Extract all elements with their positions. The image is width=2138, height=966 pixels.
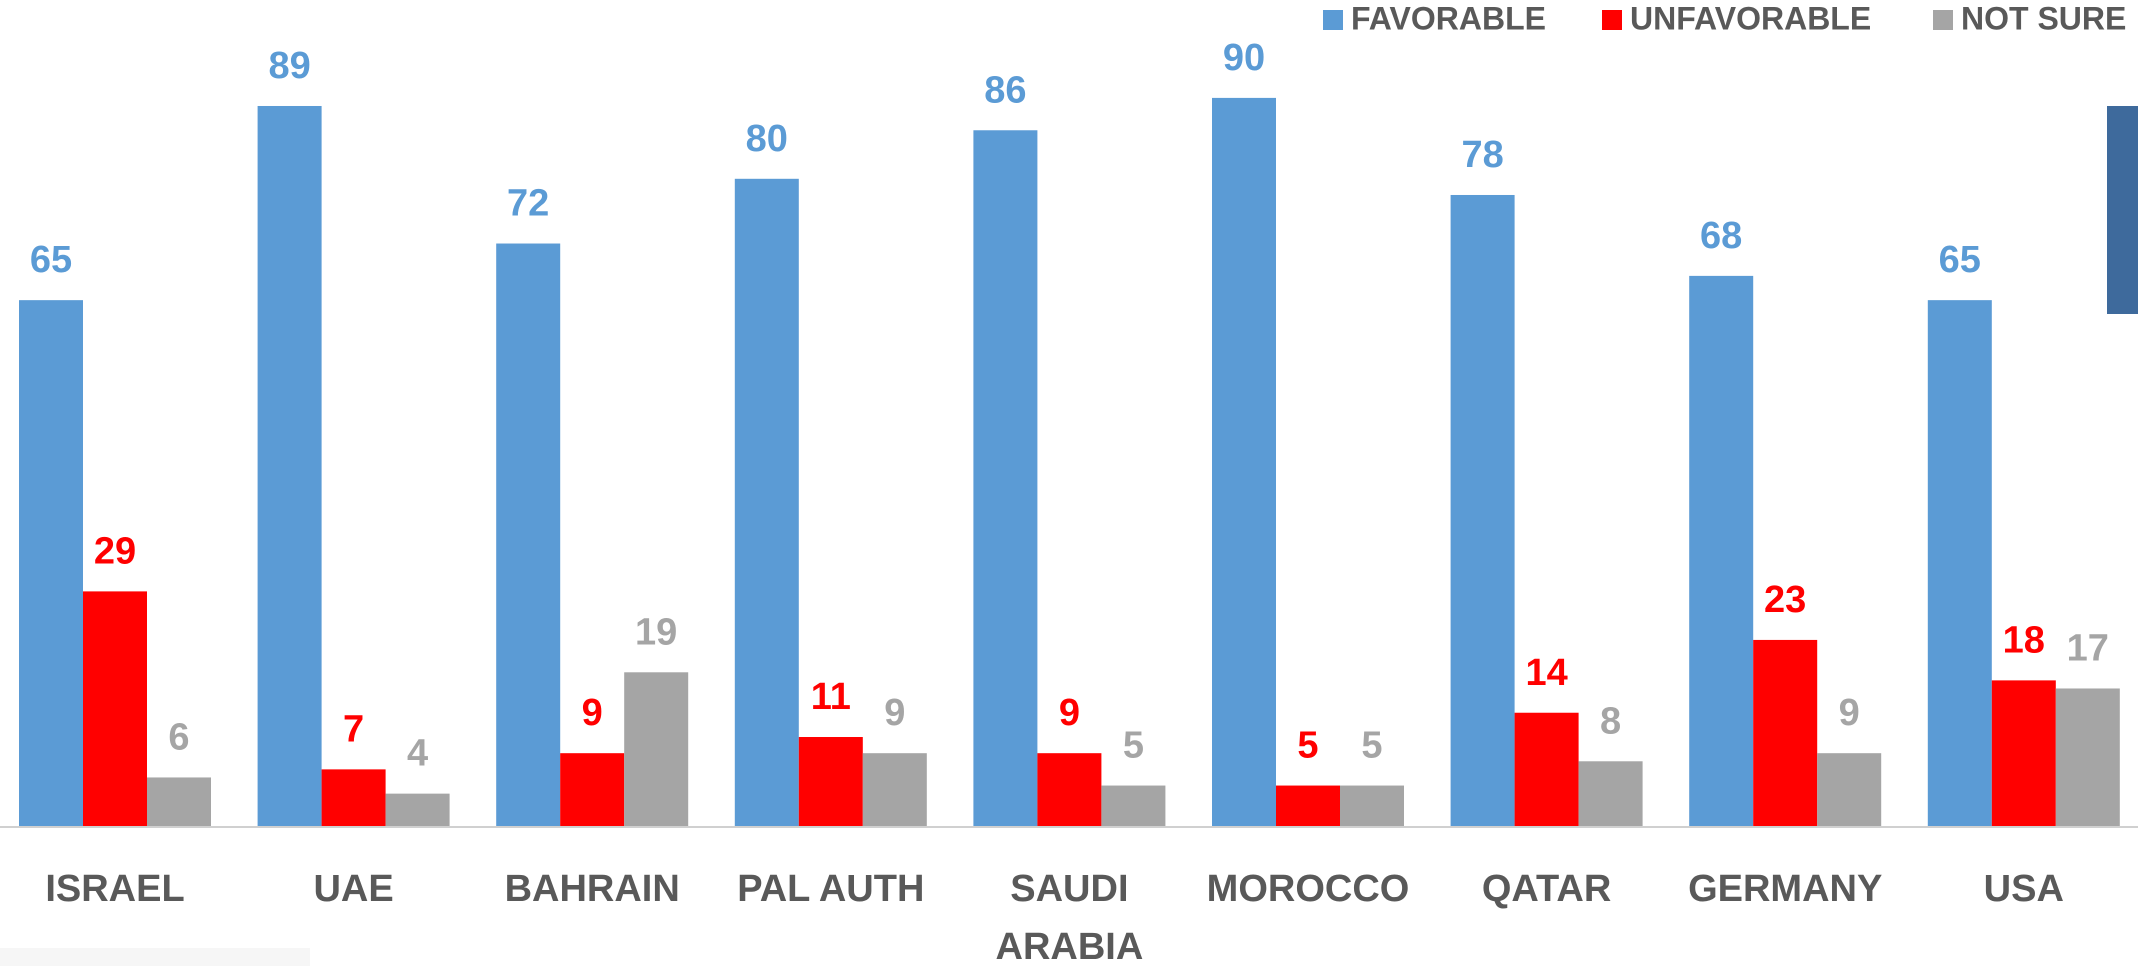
bar bbox=[1515, 713, 1579, 826]
legend-label: NOT SURE bbox=[1961, 0, 2126, 36]
bar bbox=[83, 591, 147, 826]
data-label: 18 bbox=[2003, 619, 2045, 661]
data-label: 89 bbox=[268, 45, 310, 87]
bar bbox=[863, 753, 927, 826]
x-tick-label: UAE bbox=[239, 860, 469, 918]
bar bbox=[1276, 786, 1340, 826]
chart: 65 29 6 89 7 4 72 9 19 80 11 9 86 9 5 90 5 5 78 14 8 68 23 9 65 1… bbox=[0, 0, 2138, 966]
data-label: 17 bbox=[2067, 628, 2109, 670]
data-label: 5 bbox=[1297, 725, 1318, 767]
bar bbox=[973, 130, 1037, 826]
x-tick-label: ISRAEL bbox=[0, 860, 230, 918]
bar bbox=[1212, 98, 1276, 826]
bar bbox=[1817, 753, 1881, 826]
bar bbox=[560, 753, 624, 826]
chart-svg: 65 29 6 89 7 4 72 9 19 80 11 9 86 9 5 90 5 5 78 14 8 68 23 9 65 1… bbox=[0, 0, 2138, 966]
legend-label: FAVORABLE bbox=[1351, 0, 1546, 36]
x-tick-label: QATAR bbox=[1432, 860, 1662, 918]
x-tick-label: USA bbox=[1909, 860, 2138, 918]
data-label: 9 bbox=[1059, 692, 1080, 734]
data-label: 14 bbox=[1525, 652, 1567, 694]
data-label: 9 bbox=[884, 692, 905, 734]
bar bbox=[1689, 276, 1753, 826]
data-label: 23 bbox=[1764, 579, 1806, 621]
data-label: 5 bbox=[1123, 725, 1144, 767]
data-label: 68 bbox=[1700, 215, 1742, 257]
data-label: 4 bbox=[407, 733, 428, 775]
data-label: 29 bbox=[94, 530, 136, 572]
bar bbox=[799, 737, 863, 826]
bar bbox=[2056, 688, 2120, 826]
data-label: 5 bbox=[1361, 725, 1382, 767]
x-tick-label: GERMANY bbox=[1670, 860, 1900, 918]
bar bbox=[258, 106, 322, 826]
data-label: 65 bbox=[30, 239, 72, 281]
legend-swatch bbox=[1602, 10, 1622, 30]
legend-swatch bbox=[1323, 10, 1343, 30]
bar bbox=[1101, 786, 1165, 826]
x-tick-label: BAHRAIN bbox=[477, 860, 707, 918]
decor-box bbox=[0, 948, 310, 966]
bar bbox=[1451, 195, 1515, 826]
data-label: 72 bbox=[507, 183, 549, 225]
bar bbox=[322, 769, 386, 826]
data-label: 9 bbox=[582, 692, 603, 734]
data-label: 9 bbox=[1839, 692, 1860, 734]
data-label: 11 bbox=[811, 676, 851, 718]
data-label: 86 bbox=[984, 69, 1026, 111]
bar bbox=[1340, 786, 1404, 826]
x-tick-label: SAUDI ARABIA bbox=[954, 860, 1184, 966]
data-label: 8 bbox=[1600, 700, 1621, 742]
data-label: 90 bbox=[1223, 37, 1265, 79]
bar bbox=[1037, 753, 1101, 826]
x-tick-label: PAL AUTH bbox=[716, 860, 946, 918]
bar bbox=[1928, 300, 1992, 826]
decor-image bbox=[2107, 106, 2138, 314]
bar bbox=[1992, 680, 2056, 826]
bar bbox=[496, 244, 560, 826]
x-tick-label: MOROCCO bbox=[1193, 860, 1423, 918]
legend-swatch bbox=[1933, 10, 1953, 30]
data-label: 6 bbox=[168, 716, 189, 758]
bar bbox=[147, 777, 211, 826]
bar bbox=[1579, 761, 1643, 826]
bar bbox=[19, 300, 83, 826]
bar bbox=[386, 794, 450, 826]
bar bbox=[1753, 640, 1817, 826]
bar bbox=[735, 179, 799, 826]
data-label: 65 bbox=[1939, 239, 1981, 281]
bar bbox=[624, 672, 688, 826]
data-label: 78 bbox=[1461, 134, 1503, 176]
data-label: 7 bbox=[343, 708, 364, 750]
legend-label: UNFAVORABLE bbox=[1630, 0, 1871, 36]
data-label: 80 bbox=[746, 118, 788, 160]
data-label: 19 bbox=[635, 611, 677, 653]
